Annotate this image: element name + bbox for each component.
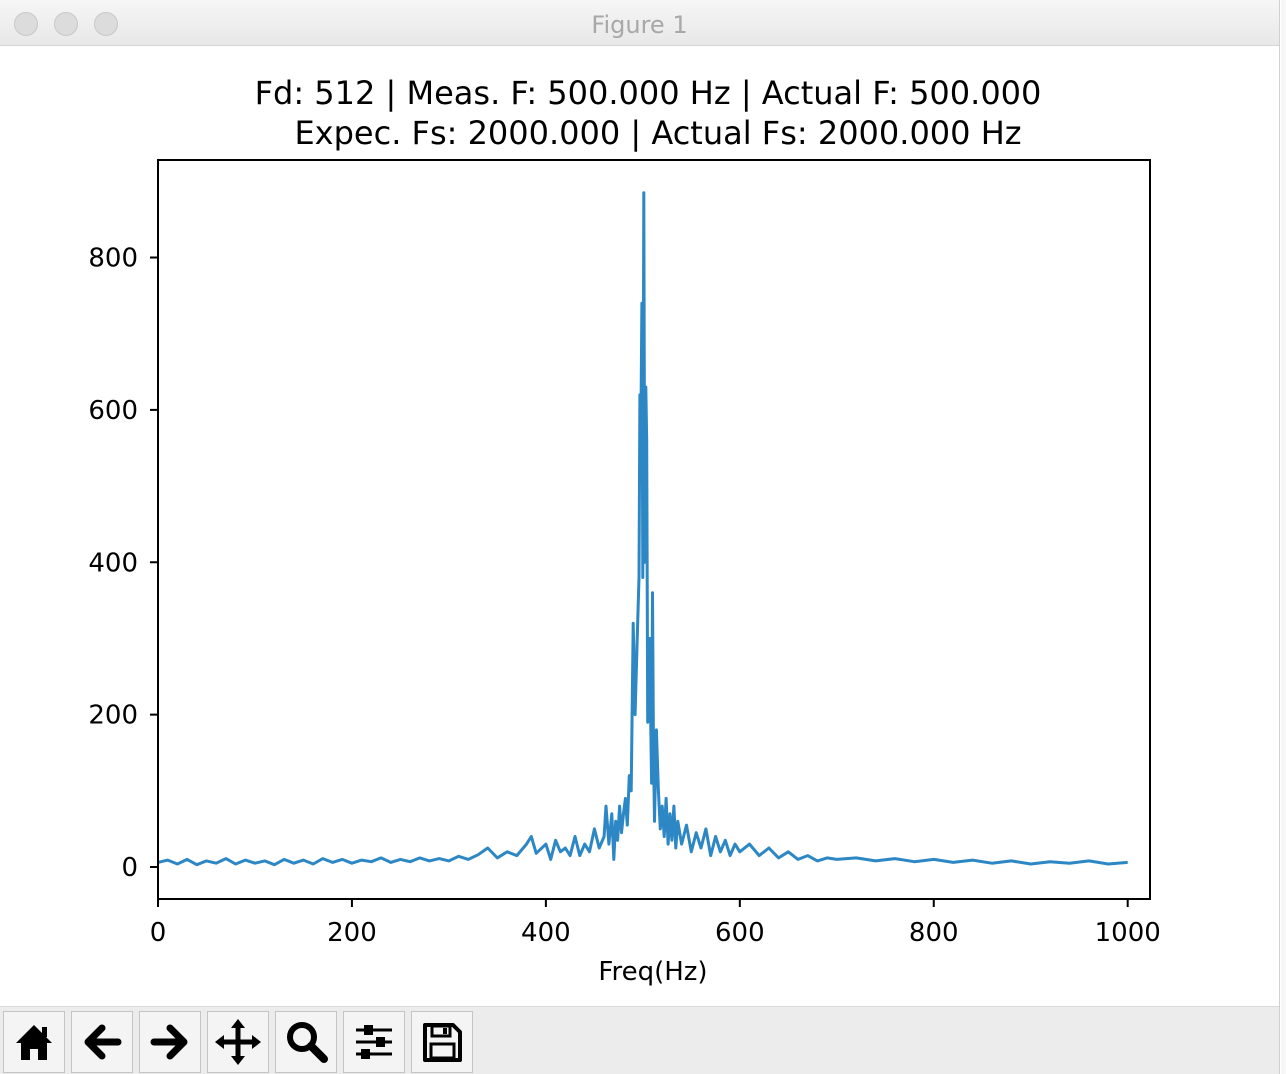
plot-area[interactable]: 0 200 400 600 800 1000 0 200 400 600 800 <box>88 159 1161 948</box>
navigation-toolbar <box>0 1006 1279 1074</box>
sliders-icon <box>356 1025 392 1059</box>
figure-canvas[interactable]: Fd: 512 | Meas. F: 500.000 Hz | Actual F… <box>0 46 1280 1006</box>
x-tick-label: 600 <box>715 918 765 948</box>
forward-button[interactable] <box>139 1011 201 1073</box>
arrow-left-icon <box>84 1024 122 1060</box>
x-tick-label: 800 <box>909 918 959 948</box>
magnifier-icon <box>287 1022 328 1063</box>
configure-subplots-button[interactable] <box>343 1011 405 1073</box>
background-window-edge <box>1281 0 1286 1074</box>
close-window-button[interactable] <box>14 12 38 36</box>
chart-title-line-2: Expec. Fs: 2000.000 | Actual Fs: 2000.00… <box>294 114 1021 152</box>
minimize-window-button[interactable] <box>54 12 78 36</box>
home-button[interactable] <box>3 1011 65 1073</box>
series-line-spectrum <box>157 191 1128 867</box>
back-button[interactable] <box>71 1011 133 1073</box>
y-tick-label: 600 <box>88 396 138 426</box>
y-tick-label: 200 <box>88 701 138 731</box>
home-icon <box>16 1025 52 1060</box>
x-tick-label: 1000 <box>1095 918 1161 948</box>
y-tick-label: 800 <box>88 244 138 274</box>
axes-frame <box>157 159 1151 900</box>
arrow-right-icon <box>150 1024 188 1060</box>
title-bar[interactable]: Figure 1 <box>0 0 1279 46</box>
x-tick-label: 200 <box>327 918 377 948</box>
zoom-window-button[interactable] <box>94 12 118 36</box>
y-tick-label: 400 <box>88 548 138 578</box>
zoom-button[interactable] <box>275 1011 337 1073</box>
x-axis-label: Freq(Hz) <box>598 957 707 987</box>
floppy-disk-icon <box>423 1023 462 1062</box>
window-title: Figure 1 <box>591 11 688 39</box>
x-tick-label: 400 <box>521 918 571 948</box>
move-icon <box>215 1019 261 1065</box>
x-tick-label: 0 <box>150 918 167 948</box>
chart-title-line-1: Fd: 512 | Meas. F: 500.000 Hz | Actual F… <box>255 74 1042 112</box>
pan-button[interactable] <box>207 1011 269 1073</box>
save-button[interactable] <box>411 1011 473 1073</box>
y-tick-label: 0 <box>121 853 138 883</box>
